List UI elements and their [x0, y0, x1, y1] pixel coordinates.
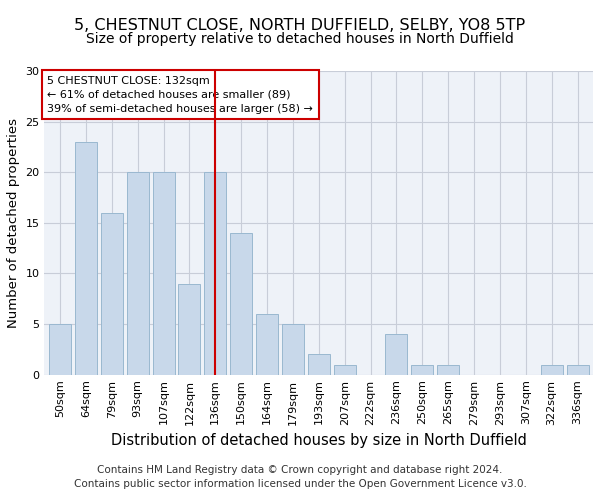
X-axis label: Distribution of detached houses by size in North Duffield: Distribution of detached houses by size … — [111, 433, 527, 448]
Bar — [204, 172, 226, 374]
Bar — [152, 172, 175, 374]
Bar — [178, 284, 200, 374]
Bar — [127, 172, 149, 374]
Text: Contains HM Land Registry data © Crown copyright and database right 2024.
Contai: Contains HM Land Registry data © Crown c… — [74, 465, 526, 489]
Text: Size of property relative to detached houses in North Duffield: Size of property relative to detached ho… — [86, 32, 514, 46]
Bar — [101, 212, 123, 374]
Bar — [437, 364, 459, 374]
Bar — [230, 233, 252, 374]
Bar — [256, 314, 278, 374]
Bar — [49, 324, 71, 374]
Bar — [541, 364, 563, 374]
Bar — [308, 354, 330, 374]
Bar — [411, 364, 433, 374]
Bar — [566, 364, 589, 374]
Bar — [75, 142, 97, 374]
Bar — [334, 364, 356, 374]
Text: 5, CHESTNUT CLOSE, NORTH DUFFIELD, SELBY, YO8 5TP: 5, CHESTNUT CLOSE, NORTH DUFFIELD, SELBY… — [74, 18, 526, 32]
Bar — [385, 334, 407, 374]
Text: 5 CHESTNUT CLOSE: 132sqm
← 61% of detached houses are smaller (89)
39% of semi-d: 5 CHESTNUT CLOSE: 132sqm ← 61% of detach… — [47, 76, 313, 114]
Y-axis label: Number of detached properties: Number of detached properties — [7, 118, 20, 328]
Bar — [282, 324, 304, 374]
